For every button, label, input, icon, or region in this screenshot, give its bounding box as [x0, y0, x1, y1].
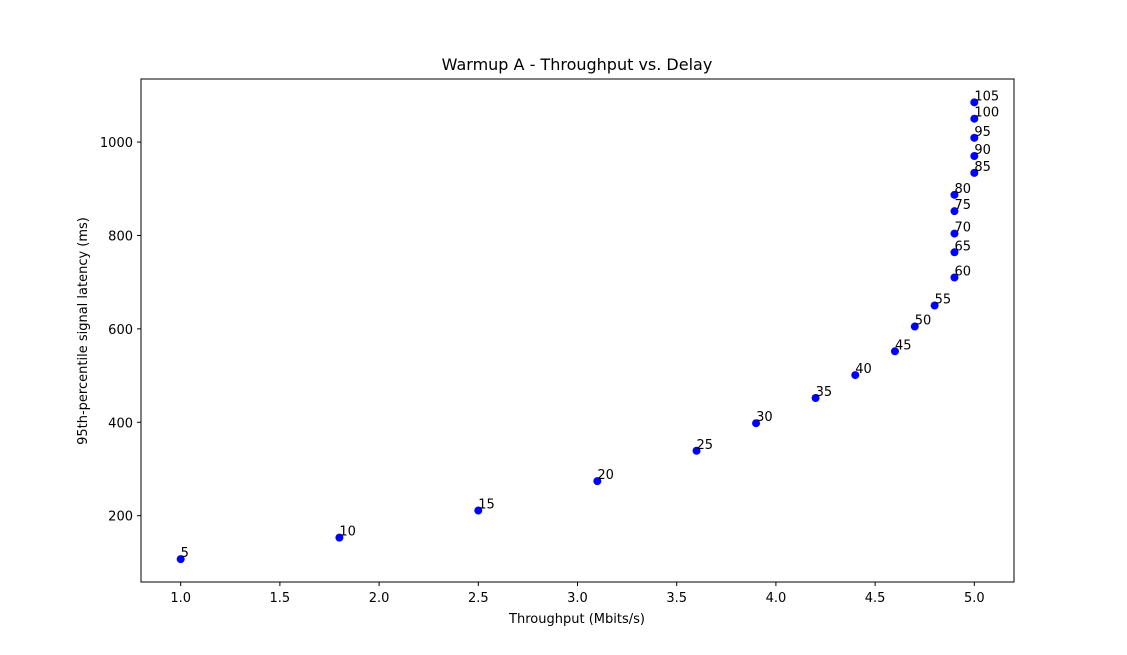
y-tick-label: 800 [108, 229, 133, 244]
x-tick-label: 3.0 [567, 591, 588, 606]
data-point [950, 248, 959, 257]
data-point [970, 152, 979, 161]
data-point-label: 55 [935, 293, 952, 308]
data-point [930, 301, 939, 310]
y-axis: 200 400 600 800 1000 [100, 136, 141, 525]
data-point [970, 98, 979, 107]
x-axis: 1.0 1.5 2.0 2.5 3.0 3.5 4.0 4.5 5.0 [170, 582, 985, 606]
y-tick-label: 600 [108, 323, 133, 338]
y-axis-label: 95th-percentile signal latency (ms) [76, 217, 91, 445]
data-point-label: 25 [697, 438, 714, 453]
data-point-label: 50 [915, 314, 932, 329]
data-point-label: 100 [974, 106, 999, 121]
data-point-label: 75 [954, 198, 971, 213]
data-point-label: 40 [855, 362, 872, 377]
y-tick-label: 400 [108, 416, 133, 431]
data-point [474, 506, 483, 515]
data-point [970, 114, 979, 123]
x-axis-label: Throughput (Mbits/s) [508, 612, 645, 627]
data-point [752, 419, 761, 428]
data-point [176, 555, 185, 564]
data-point [692, 446, 701, 455]
data-point-label: 15 [478, 498, 495, 513]
data-point-label: 35 [816, 385, 833, 400]
y-tick-label: 1000 [100, 136, 133, 151]
data-point-label: 45 [895, 338, 912, 353]
x-tick-label: 1.0 [170, 591, 191, 606]
x-tick-label: 3.5 [666, 591, 687, 606]
data-point-label: 60 [954, 264, 971, 279]
data-point [335, 533, 344, 542]
data-point-label: 85 [974, 160, 991, 175]
data-point [593, 477, 602, 486]
data-point [811, 393, 820, 402]
data-point-label: 5 [181, 546, 189, 561]
plot-area: 1.0 1.5 2.0 2.5 3.0 3.5 4.0 4.5 5.0 200 400 600 800… [100, 78, 1015, 606]
data-point [970, 133, 979, 142]
x-tick-label: 4.0 [766, 591, 787, 606]
data-point-label: 95 [974, 125, 991, 140]
x-tick-label: 2.5 [468, 591, 489, 606]
data-point-label: 65 [954, 239, 971, 254]
data-point-label: 90 [974, 143, 991, 158]
x-tick-label: 1.5 [270, 591, 291, 606]
data-point-label: 70 [954, 221, 971, 236]
data-point [950, 207, 959, 216]
data-point-label: 105 [974, 89, 999, 104]
data-point [851, 371, 860, 380]
x-tick-label: 5.0 [964, 591, 985, 606]
chart-title: Warmup A - Throughput vs. Delay [442, 55, 713, 74]
y-tick-label: 200 [108, 510, 133, 525]
data-point [890, 347, 899, 356]
data-point-label: 20 [597, 468, 614, 483]
data-point [970, 168, 979, 177]
data-point [950, 229, 959, 238]
x-tick-label: 2.0 [369, 591, 390, 606]
x-tick-label: 4.5 [865, 591, 886, 606]
data-point-label: 80 [954, 182, 971, 197]
data-point-label: 30 [756, 410, 773, 425]
data-point [950, 273, 959, 282]
data-point [950, 190, 959, 199]
data-point-label: 10 [339, 525, 356, 540]
data-point [910, 322, 919, 331]
